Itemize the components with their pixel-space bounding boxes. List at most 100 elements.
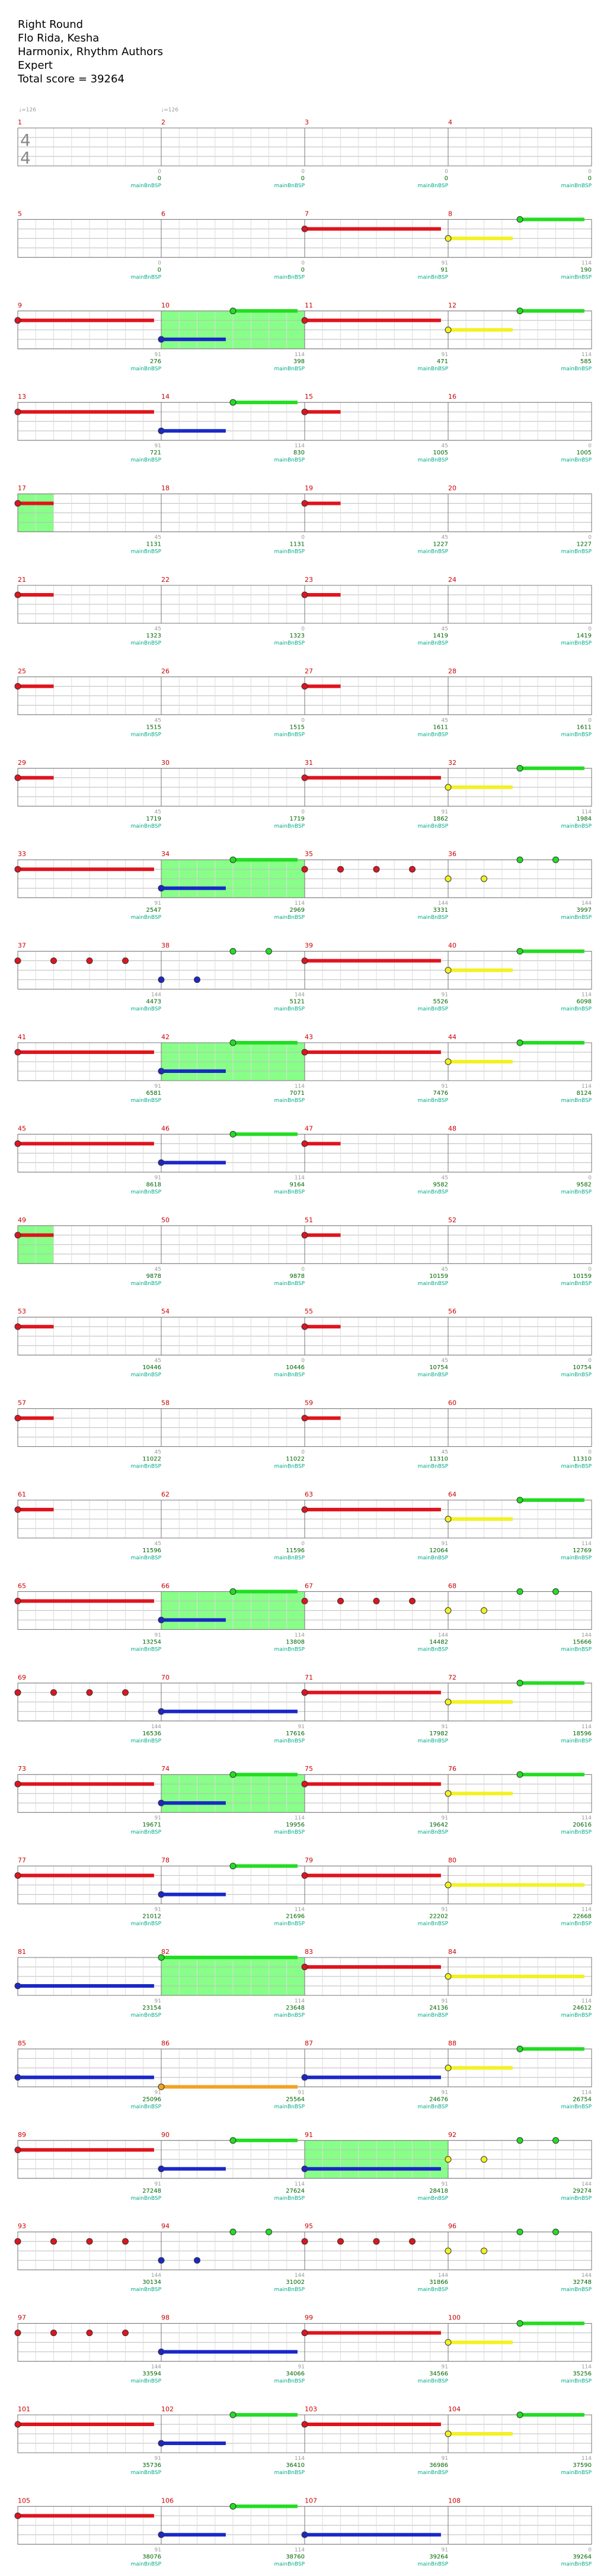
note-green (552, 2228, 559, 2235)
running-score: 23648 (286, 2005, 305, 2011)
sp-label: mainBnBSP (561, 1281, 592, 1287)
sp-label: mainBnBSP (274, 2196, 305, 2202)
measure-number: 4 (448, 118, 452, 126)
measure-number: 58 (161, 1399, 170, 1407)
measure-number: 14 (161, 393, 170, 401)
measure-number: 27 (305, 667, 313, 675)
sp-label: mainBnBSP (561, 457, 592, 463)
measure-number: 6 (161, 210, 165, 217)
note-blue (301, 2074, 308, 2081)
note-blue (301, 2531, 308, 2538)
measure-points: 114 (582, 1541, 592, 1547)
measure-points: 114 (582, 2456, 592, 2462)
note-yellow (481, 1607, 487, 1614)
sp-label: mainBnBSP (561, 274, 592, 280)
measure-points: 91 (155, 2547, 161, 2553)
sp-label: mainBnBSP (417, 1007, 448, 1013)
measure-number: 15 (305, 393, 313, 401)
running-score: 33594 (142, 2371, 161, 2378)
measure-points: 114 (582, 260, 592, 266)
note-yellow (445, 784, 452, 791)
measure-number: 103 (305, 2405, 317, 2413)
note-blue (194, 976, 200, 983)
measure-number: 67 (305, 1582, 313, 1590)
measure-points: 144 (582, 1632, 592, 1638)
running-score: 36986 (429, 2462, 448, 2469)
running-score: 1611 (577, 724, 592, 730)
note-red (409, 2238, 416, 2245)
running-score: 11310 (429, 1456, 448, 1463)
note-red (409, 866, 416, 873)
measure-points: 0 (588, 443, 592, 449)
measure-points: 45 (155, 1541, 161, 1547)
note-red (301, 591, 308, 598)
measure-number: 82 (161, 1948, 170, 1956)
measure-number: 37 (18, 942, 26, 950)
note-green (552, 856, 559, 863)
note-blue (158, 2531, 165, 2538)
note-red (301, 1780, 308, 1787)
measure-points: 114 (295, 2547, 305, 2553)
note-green (229, 2411, 237, 2418)
note-blue (158, 1616, 165, 1623)
measure-points: 114 (295, 901, 305, 906)
running-score: 8124 (577, 1090, 592, 1097)
running-score: 2969 (290, 907, 305, 914)
note-red (14, 1689, 21, 1696)
note-yellow (445, 875, 452, 882)
measure-points: 114 (295, 2456, 305, 2462)
measure-number: 50 (161, 1216, 170, 1224)
measure-number: 89 (18, 2131, 26, 2139)
running-score: 1227 (433, 542, 448, 548)
measure-points: 144 (151, 1724, 161, 1730)
sp-label: mainBnBSP (130, 2196, 161, 2202)
note-red (86, 2330, 93, 2337)
measure-number: 106 (161, 2497, 174, 2504)
measure-points: 114 (295, 1175, 305, 1181)
measure-points: 91 (155, 443, 161, 449)
measure-points: 114 (295, 443, 305, 449)
running-score: 17616 (286, 1731, 305, 1737)
measure-number: 47 (305, 1124, 313, 1132)
measure-points: 91 (442, 1815, 448, 1821)
note-red (301, 1049, 308, 1056)
measure-number: 60 (448, 1399, 456, 1407)
note-red (14, 2512, 21, 2519)
measure-number: 56 (448, 1308, 456, 1315)
measure-points: 91 (155, 2456, 161, 2462)
measure-points: 144 (582, 2181, 592, 2187)
measure-number: 43 (305, 1033, 313, 1041)
sp-label: mainBnBSP (417, 274, 448, 280)
note-red (86, 2238, 93, 2245)
note-red (301, 317, 308, 324)
sp-label: mainBnBSP (130, 1372, 161, 1378)
running-score: 721 (150, 450, 161, 456)
running-score: 38760 (286, 2553, 305, 2560)
measure-number: 53 (18, 1308, 26, 1315)
running-score: 25096 (142, 2096, 161, 2103)
note-red (301, 2421, 308, 2428)
note-blue (158, 2257, 165, 2264)
note-green (229, 1039, 237, 1046)
measure-number: 85 (18, 2039, 26, 2047)
sp-label: mainBnBSP (417, 732, 448, 738)
sp-label: mainBnBSP (130, 1464, 161, 1470)
measure-number: 75 (305, 1765, 313, 1773)
measure-number: 90 (161, 2131, 170, 2139)
measure-number: 49 (18, 1216, 26, 1224)
running-score: 1131 (146, 542, 161, 548)
running-score: 0 (158, 267, 161, 273)
sp-label: mainBnBSP (274, 2470, 305, 2476)
running-score: 20616 (573, 1822, 592, 1828)
note-green (516, 2137, 523, 2144)
measure-number: 21 (18, 576, 26, 584)
note-red (50, 1689, 57, 1696)
measure-number: 59 (305, 1399, 313, 1407)
sp-label: mainBnBSP (561, 1555, 592, 1561)
sp-label: mainBnBSP (130, 640, 161, 646)
note-red (86, 1689, 93, 1696)
note-red (301, 408, 308, 415)
measure-number: 108 (448, 2497, 461, 2504)
note-green (229, 399, 237, 406)
running-score: 30134 (142, 2279, 161, 2286)
